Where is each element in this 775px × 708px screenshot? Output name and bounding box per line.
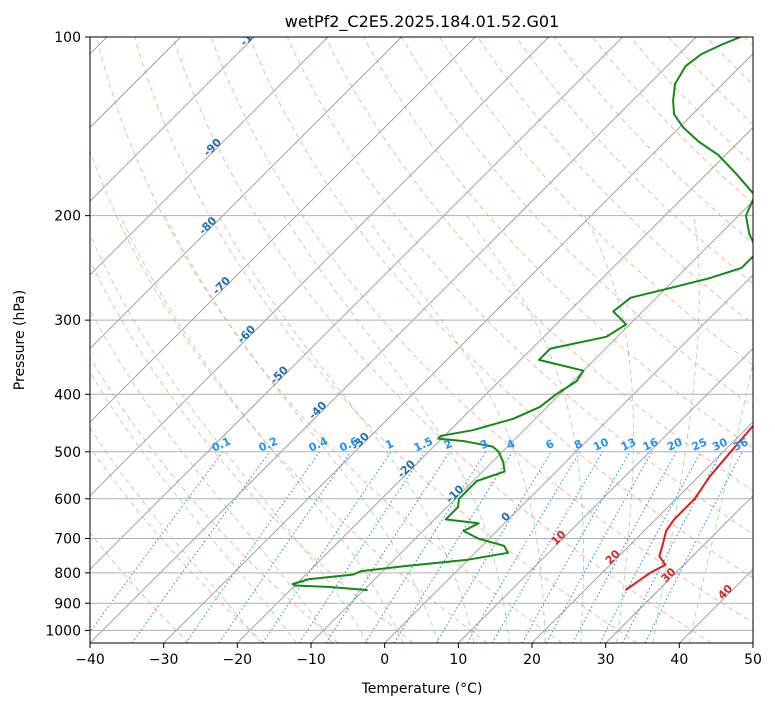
y-tick-label: 900 xyxy=(54,596,81,612)
x-axis: −40 −30 −20 −10 0 10 20 30 40 50 xyxy=(75,643,762,668)
isotherm-line xyxy=(163,53,753,643)
mixing-ratio-line xyxy=(90,451,224,633)
mixing-ratio-line xyxy=(521,451,631,643)
moist-adiabat-line xyxy=(584,215,634,643)
y-tick-label: 800 xyxy=(54,566,81,582)
isotherm-line xyxy=(384,274,753,643)
mixing-ratio-label: 25 xyxy=(690,436,709,454)
dry-adiabat-line xyxy=(210,37,753,624)
isotherm-line xyxy=(90,37,255,202)
x-tick-label: −20 xyxy=(223,652,253,668)
isotherm-line xyxy=(310,200,753,643)
mixing-ratio-line xyxy=(185,451,321,643)
y-axis: 100 200 300 400 500 600 700 800 900 1000 xyxy=(45,30,90,639)
x-tick-label: 40 xyxy=(670,652,688,668)
y-tick-label: 100 xyxy=(54,30,81,46)
mixing-ratio-label: 16 xyxy=(641,435,661,453)
dry-adiabat-line xyxy=(172,37,712,643)
isobars xyxy=(90,37,753,631)
dry-adiabat-line xyxy=(401,37,753,408)
x-tick-label: −10 xyxy=(296,652,326,668)
moist-adiabat-line xyxy=(466,215,584,643)
dry-adiabat-line xyxy=(96,37,563,643)
isotherm-line xyxy=(90,37,476,423)
dry-adiabat-line xyxy=(90,356,339,643)
isotherm-line xyxy=(90,37,402,350)
moist-adiabat-line xyxy=(90,308,333,643)
dry-adiabats xyxy=(90,37,753,643)
x-tick-label: 20 xyxy=(523,652,541,668)
dry-adiabat-line xyxy=(90,149,488,643)
isotherm-line xyxy=(605,495,753,643)
x-tick-label: 10 xyxy=(449,652,467,668)
dry-adiabat-line xyxy=(90,446,264,643)
mixing-ratio-line xyxy=(325,451,451,643)
x-tick-label: −30 xyxy=(149,652,179,668)
isotherm-line xyxy=(458,347,753,643)
mixing-ratio-line xyxy=(599,451,702,643)
mixing-ratio-label: 10 xyxy=(591,435,611,453)
moist-adiabat-line xyxy=(90,427,261,643)
isotherm-line xyxy=(90,37,697,643)
isotherm-line xyxy=(237,126,753,643)
dewpoint-profile xyxy=(291,37,753,592)
plot-area: 0.10.20.40.611.52346810131620253036-100-… xyxy=(90,20,753,643)
mixing-ratio-line xyxy=(218,451,351,643)
moist-adiabat-line xyxy=(164,215,439,643)
mixing-ratio-label: 13 xyxy=(619,436,638,454)
moist-adiabat-line xyxy=(90,233,369,643)
isotherm-line xyxy=(531,421,753,643)
dry-adiabat-line xyxy=(248,37,753,579)
x-tick-label: 30 xyxy=(597,652,615,668)
sounding-profiles xyxy=(291,37,753,592)
dry-adiabat-line xyxy=(90,531,190,643)
mixing-ratio-label: 20 xyxy=(665,435,685,453)
y-tick-label: 700 xyxy=(54,532,81,548)
moist-adiabat-line xyxy=(218,215,475,643)
y-tick-label: 400 xyxy=(54,387,81,403)
temperature-profile xyxy=(624,424,753,591)
mixing-ratio-line xyxy=(298,451,426,643)
mixing-ratio-line xyxy=(262,451,392,643)
dry-adiabat-line xyxy=(362,37,753,449)
mixing-ratio-line xyxy=(131,451,271,643)
y-tick-label: 500 xyxy=(54,445,81,461)
x-tick-label: −40 xyxy=(75,652,105,668)
y-tick-label: 200 xyxy=(54,209,81,225)
isotherm-line xyxy=(90,37,550,497)
moist-adiabat-line xyxy=(688,361,753,643)
x-tick-label: 50 xyxy=(744,652,762,668)
plot-frame xyxy=(89,36,754,644)
chart-title: wetPf2_C2E5.2025.184.01.52.G01 xyxy=(285,12,559,32)
adiabat-label: -100 xyxy=(237,20,266,49)
moist-adiabat-line xyxy=(120,215,404,643)
isotherm-line xyxy=(90,37,623,571)
moist-adiabat-line xyxy=(90,371,297,643)
mixing-ratio-label: 30 xyxy=(710,435,730,453)
x-tick-label: 0 xyxy=(380,652,389,668)
moist-adiabat-line xyxy=(283,215,510,643)
mixing-ratio-lines xyxy=(90,451,743,643)
y-tick-label: 300 xyxy=(54,313,81,329)
dry-adiabat-line xyxy=(515,37,753,285)
y-tick-label: 600 xyxy=(54,492,81,508)
mixing-ratio-line xyxy=(435,451,552,643)
isotherms xyxy=(90,37,753,643)
moist-adiabat-line xyxy=(652,215,700,643)
y-tick-label: 1000 xyxy=(45,623,81,639)
mixing-ratio-line xyxy=(644,451,743,643)
isotherm-line xyxy=(90,37,329,276)
mixing-ratio-line xyxy=(545,451,653,643)
x-axis-label: Temperature (°C) xyxy=(361,681,483,697)
mixing-ratio-label: 36 xyxy=(731,435,751,453)
moist-adiabats xyxy=(90,215,753,643)
dry-adiabat-line xyxy=(134,37,638,643)
mixing-ratio-line xyxy=(572,451,677,643)
y-axis-label: Pressure (hPa) xyxy=(12,290,28,390)
moist-adiabat-line xyxy=(365,215,546,643)
